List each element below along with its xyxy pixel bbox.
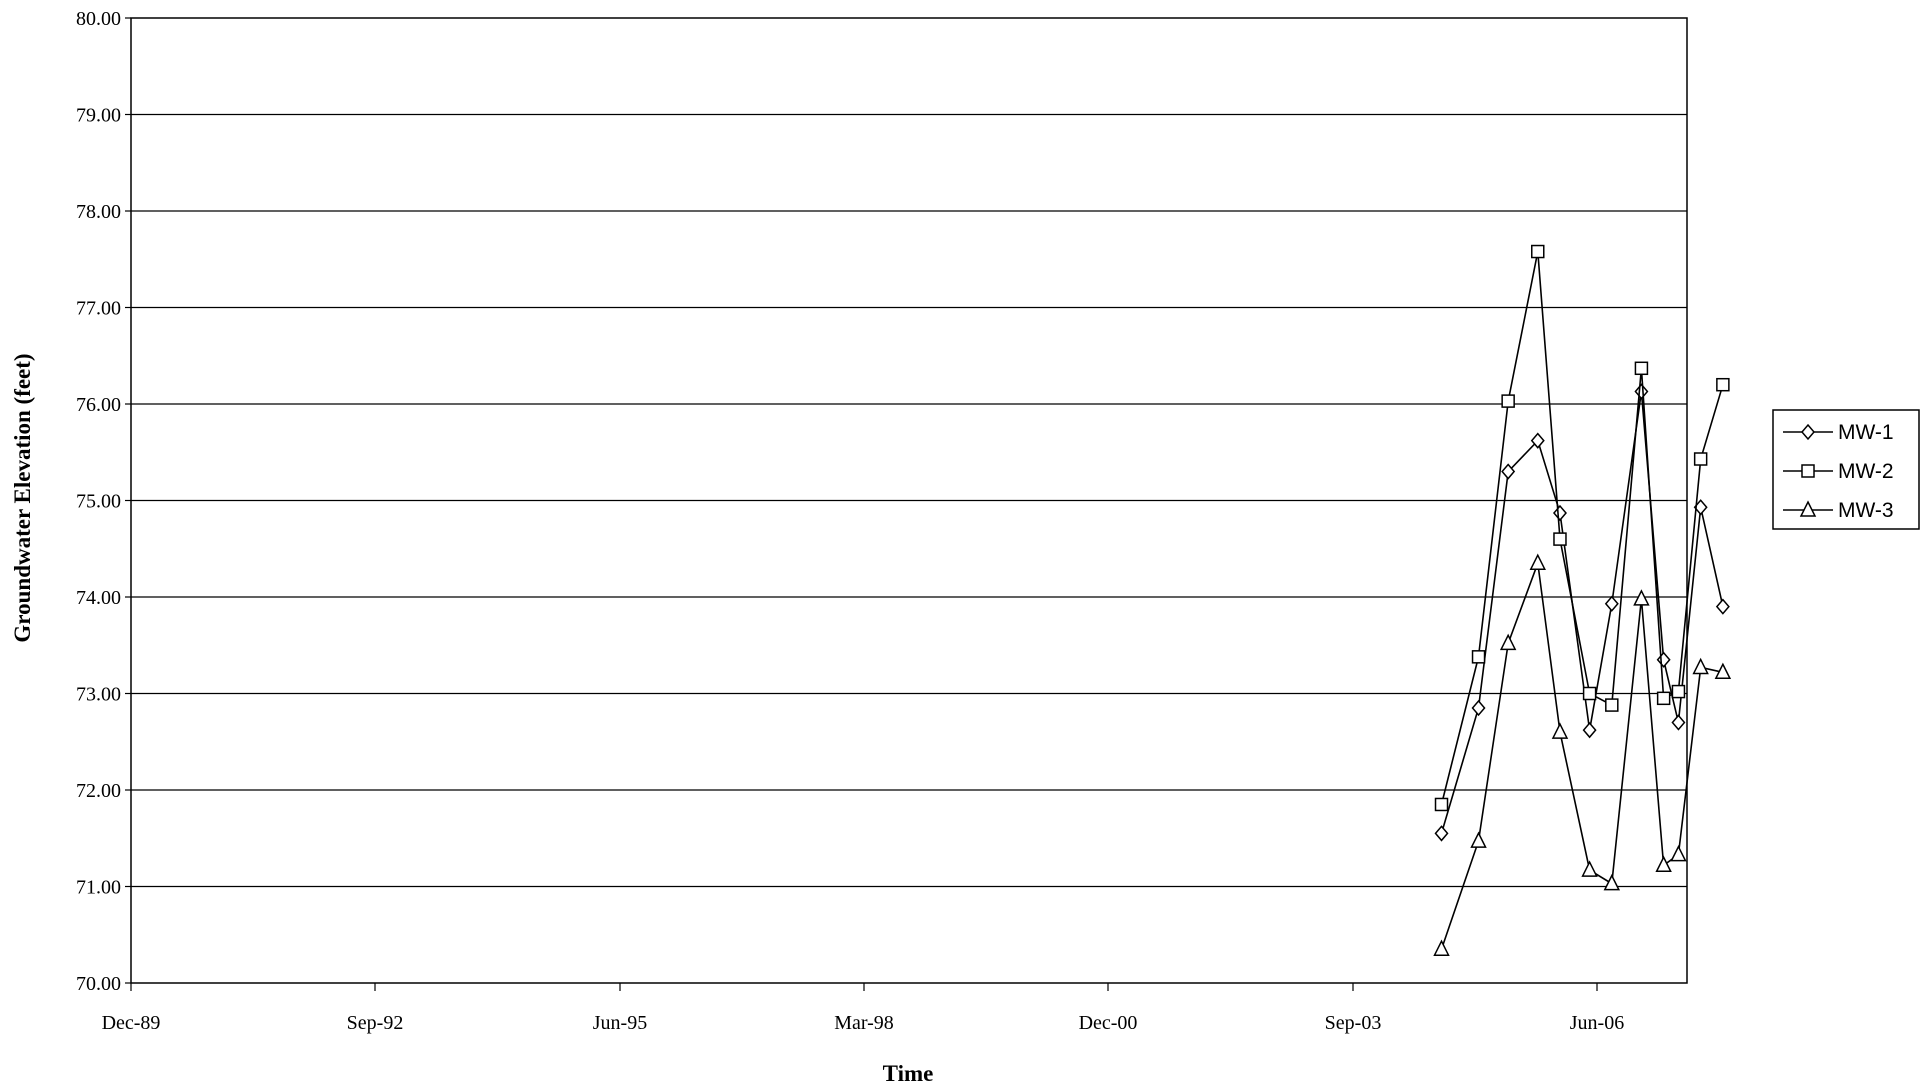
y-tick-label: 74.00 — [76, 587, 121, 609]
y-tick-label: 80.00 — [76, 8, 121, 30]
data-point — [1553, 532, 1567, 546]
x-axis-title: Time — [883, 1061, 934, 1086]
x-tick-label: Dec-00 — [1079, 1012, 1138, 1034]
y-tick-label: 71.00 — [76, 877, 121, 899]
data-point — [1655, 855, 1672, 873]
data-point — [1582, 722, 1597, 739]
data-point — [1434, 825, 1449, 842]
legend-marker-diamond — [1801, 423, 1815, 441]
legend-label: MW-2 — [1838, 460, 1894, 483]
data-point — [1693, 452, 1708, 466]
y-tick-label: 72.00 — [76, 780, 121, 802]
y-axis-ticks: 70.00 71.00 72.00 73.00 74.00 75.00 76.00 77.00… — [76, 8, 131, 995]
y-axis-title: Groundwater Elevation (feet) — [10, 353, 35, 642]
legend-box — [1772, 409, 1920, 530]
x-tick-label: Dec-89 — [102, 1012, 161, 1034]
x-tick-label: Jun-06 — [1570, 1012, 1624, 1034]
data-point — [1551, 722, 1569, 739]
y-tick-label: 79.00 — [76, 105, 121, 127]
legend-label: MW-1 — [1838, 421, 1894, 444]
data-point — [1605, 698, 1619, 712]
data-point — [1670, 844, 1687, 862]
legend-marker-square — [1801, 464, 1815, 478]
data-point — [1471, 699, 1486, 717]
data-point — [1501, 394, 1515, 408]
legend-marker-triangle — [1799, 500, 1817, 517]
data-point — [1499, 633, 1517, 651]
data-point — [1715, 598, 1730, 615]
y-tick-label: 73.00 — [76, 684, 121, 706]
series-line — [1440, 562, 1724, 950]
y-tick-label: 78.00 — [76, 201, 121, 223]
x-axis-ticks: Dec-89 Sep-92 Jun-95 Mar-98 Dec-00 Sep-03 Jun-… — [102, 983, 1624, 1034]
data-point — [1501, 463, 1516, 480]
data-point — [1529, 553, 1546, 570]
data-point — [1581, 860, 1598, 877]
y-tick-label: 70.00 — [76, 973, 121, 995]
data-point — [1582, 686, 1597, 701]
data-point — [1656, 691, 1671, 706]
gridlines — [131, 113, 1687, 888]
data-point — [1714, 662, 1732, 680]
data-point — [1634, 361, 1649, 376]
data-point — [1633, 589, 1650, 606]
y-tick-label: 75.00 — [76, 491, 121, 513]
x-tick-label: Sep-92 — [347, 1012, 404, 1034]
data-point — [1716, 377, 1730, 392]
series-mw-2 — [1434, 244, 1730, 812]
y-tick-label: 77.00 — [76, 298, 121, 320]
series-mw-3 — [1433, 553, 1732, 956]
data-point — [1433, 939, 1450, 956]
legend-label: MW-3 — [1838, 499, 1894, 522]
data-point — [1692, 657, 1709, 675]
x-tick-label: Jun-95 — [593, 1012, 647, 1034]
series-lines — [1433, 244, 1732, 956]
data-point — [1603, 873, 1621, 891]
data-point — [1530, 432, 1545, 449]
data-point — [1604, 595, 1619, 612]
legend: MW-1 MW-2 MW-3 — [1772, 409, 1920, 530]
x-tick-label: Sep-03 — [1325, 1012, 1382, 1034]
y-tick-label: 76.00 — [76, 394, 121, 416]
data-point — [1470, 831, 1487, 848]
data-point — [1671, 714, 1686, 731]
data-point — [1471, 650, 1486, 664]
data-point — [1531, 244, 1545, 259]
x-tick-label: Mar-98 — [834, 1012, 894, 1034]
data-point — [1671, 684, 1686, 699]
series-line — [1440, 251, 1724, 805]
data-point — [1434, 797, 1449, 812]
